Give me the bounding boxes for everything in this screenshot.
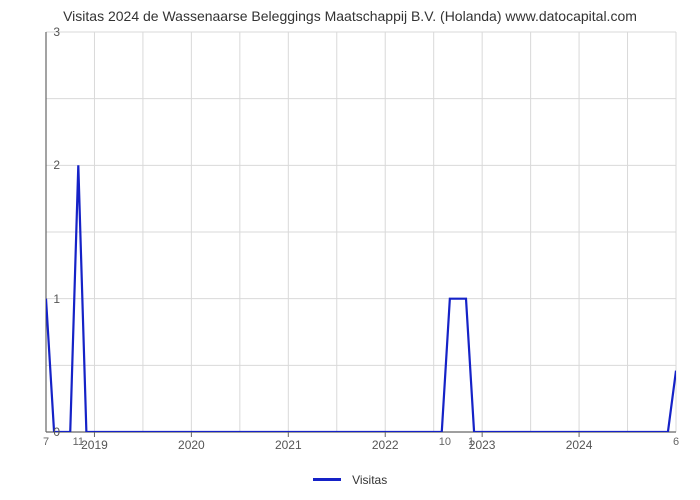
series-line: [46, 32, 676, 432]
y-tick-label: 3: [30, 25, 60, 39]
visits-chart: Visitas 2024 de Wassenaarse Beleggings M…: [0, 0, 700, 500]
legend-swatch: [313, 478, 341, 481]
point-value-label: 11: [73, 436, 84, 448]
point-value-label: 6: [673, 436, 679, 448]
x-tick-label: 2024: [566, 438, 593, 452]
legend: Visitas: [0, 472, 700, 487]
y-tick-label: 2: [30, 158, 60, 172]
plot-area: [46, 32, 676, 432]
point-value-label: 10: [439, 436, 451, 448]
legend-label: Visitas: [352, 473, 387, 487]
x-tick-label: 2022: [372, 438, 399, 452]
x-tick-label: 2019: [81, 438, 108, 452]
chart-title: Visitas 2024 de Wassenaarse Beleggings M…: [0, 8, 700, 24]
x-tick-label: 2021: [275, 438, 302, 452]
y-tick-label: 1: [30, 292, 60, 306]
point-value-label: 7: [43, 436, 49, 448]
point-value-label: 1: [468, 436, 474, 448]
x-tick-label: 2020: [178, 438, 205, 452]
